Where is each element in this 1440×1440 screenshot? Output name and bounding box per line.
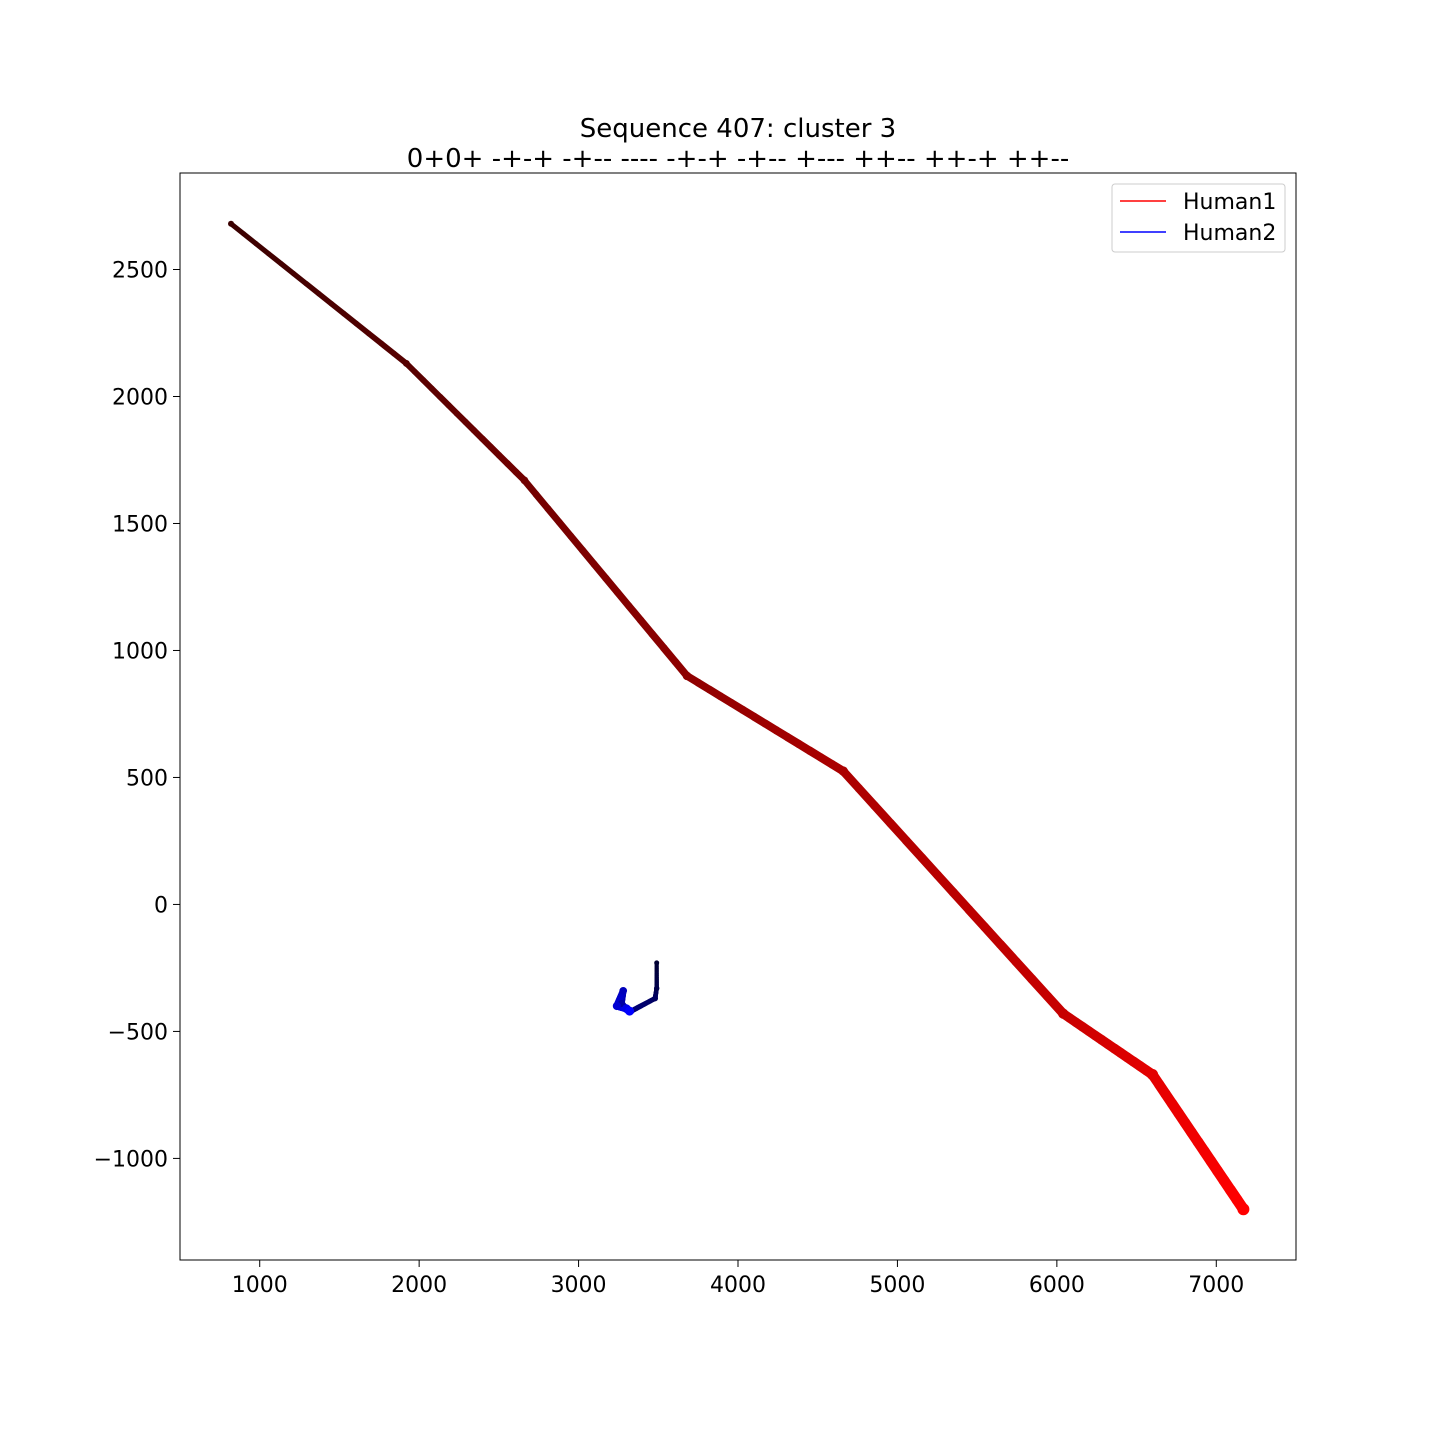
x-tick-label: 3000 (551, 1273, 607, 1298)
data-point (1058, 1008, 1069, 1019)
x-tick-label: 7000 (1188, 1273, 1244, 1298)
chart-subtitle: 0+0+ -+-+ -+-- ---- -+-+ -+-- +--- ++-- … (407, 144, 1069, 174)
y-axis: 2500 2000 1500 1000 500 0 −500 −1000 (94, 259, 180, 1172)
chart-title: Sequence 407: cluster 3 (580, 114, 896, 144)
x-tick-label: 2000 (391, 1273, 447, 1298)
y-tick-label: 0 (154, 893, 168, 918)
y-tick-label: 500 (126, 766, 168, 791)
series-human1 (228, 220, 1250, 1216)
y-tick-label: 2500 (112, 259, 168, 284)
y-tick-label: −1000 (94, 1147, 168, 1172)
data-point (1146, 1069, 1159, 1081)
data-point (228, 220, 235, 227)
x-tick-label: 4000 (710, 1273, 766, 1298)
trajectory-segment (278, 261, 297, 277)
trajectory-segment (265, 251, 284, 267)
data-point (625, 1006, 635, 1016)
data-point (838, 766, 848, 776)
x-tick-label: 1000 (232, 1273, 288, 1298)
y-tick-label: 2000 (112, 385, 168, 410)
data-point (619, 986, 628, 995)
series-human2 (612, 960, 660, 1016)
legend-label-human1: Human1 (1183, 190, 1276, 215)
data-point (654, 960, 660, 966)
data-point (1237, 1203, 1250, 1216)
x-tick-label: 6000 (1029, 1273, 1085, 1298)
data-point (402, 360, 410, 367)
legend: Human1 Human2 (1111, 183, 1286, 253)
plot-area (228, 220, 1250, 1216)
data-point (652, 995, 659, 1002)
trajectory-segment (253, 241, 272, 257)
data-point (612, 1001, 621, 1011)
y-tick-label: −500 (108, 1020, 168, 1045)
y-tick-label: 1000 (112, 639, 168, 664)
legend-label-human2: Human2 (1183, 221, 1276, 246)
trajectory-segment (240, 231, 259, 247)
x-axis: 1000 2000 3000 4000 5000 6000 7000 (232, 1260, 1244, 1298)
data-point (520, 476, 529, 485)
x-tick-label: 5000 (869, 1273, 925, 1298)
data-point (653, 985, 660, 991)
data-point (682, 671, 692, 681)
y-tick-label: 1500 (112, 512, 168, 537)
